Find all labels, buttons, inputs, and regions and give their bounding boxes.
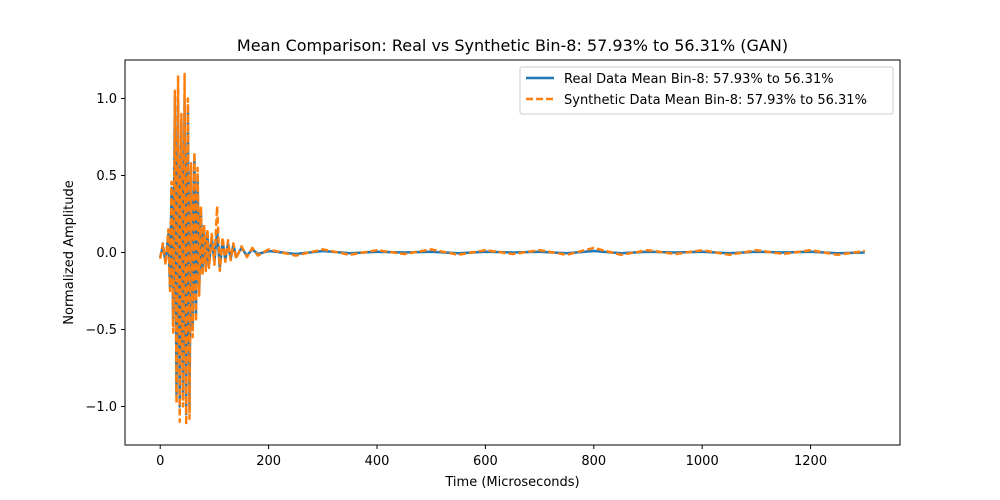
y-tick-label: 0.5 [96,169,117,184]
y-tick-label: −0.5 [85,323,117,338]
x-tick-label: 1000 [686,454,719,469]
y-tick-label: 0.0 [96,246,117,261]
series-line-0 [158,97,865,416]
x-tick-label: 1200 [794,454,827,469]
x-axis-ticks: 0 200 400 600 800 1000 1200 [156,445,827,469]
legend: Real Data Mean Bin-8: 57.93% to 56.31% S… [519,66,894,115]
x-tick-label: 600 [473,454,498,469]
legend-label-real: Real Data Mean Bin-8: 57.93% to 56.31% [564,72,834,87]
y-tick-label: −1.0 [85,400,117,415]
plot-series [158,72,865,427]
legend-box [519,66,894,115]
x-tick-label: 400 [365,454,390,469]
x-tick-label: 0 [156,454,164,469]
x-tick-label: 200 [256,454,281,469]
y-axis-label: Normalized Amplitude [62,180,77,324]
y-axis-ticks: −1.0 −0.5 0.0 0.5 1.0 [85,92,125,415]
y-tick-label: 1.0 [96,92,117,107]
series-line-1 [158,72,865,427]
x-axis-label: Time (Microseconds) [444,475,579,490]
x-tick-label: 800 [581,454,606,469]
legend-label-synthetic: Synthetic Data Mean Bin-8: 57.93% to 56.… [564,93,867,108]
chart-title: Mean Comparison: Real vs Synthetic Bin-8… [237,36,788,55]
